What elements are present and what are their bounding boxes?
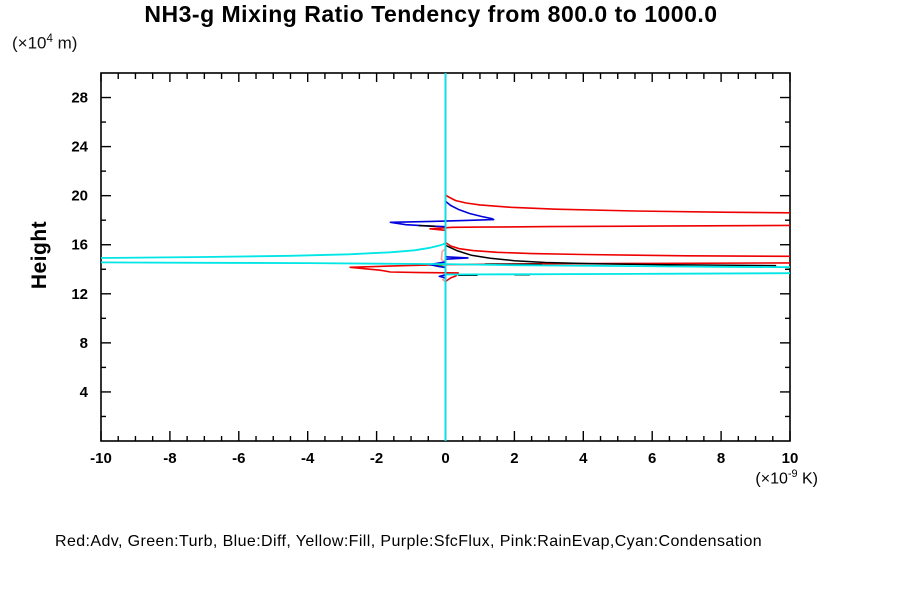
legend-text: Red:Adv, Green:Turb, Blue:Diff, Yellow:F… — [55, 533, 763, 550]
chart-title: NH3-g Mixing Ratio Tendency from 800.0 t… — [144, 1, 718, 27]
y-tick-label: 8 — [80, 335, 88, 352]
series-condensation — [100, 261, 791, 269]
series-diff — [389, 200, 495, 228]
x-tick-label: -10 — [90, 450, 112, 467]
x-tick-label: -6 — [232, 450, 245, 467]
y-tick-label: 12 — [71, 286, 88, 303]
y-tick-label: 24 — [71, 139, 88, 156]
y-unit-suffix: m) — [52, 33, 78, 53]
series-total — [445, 244, 777, 267]
x-tick-label: -4 — [301, 450, 315, 467]
series-diff — [438, 274, 446, 279]
series-condensation — [445, 272, 791, 276]
y-tick-label: 20 — [71, 188, 88, 205]
x-tick-label: 0 — [441, 450, 449, 467]
x-unit-suffix: K) — [797, 470, 818, 488]
x-tick-label: 6 — [648, 450, 656, 467]
series-condensation — [100, 242, 446, 259]
y-axis-unit: (×104 m) — [12, 33, 77, 54]
y-tick-label: 4 — [80, 384, 89, 401]
y-unit-prefix: (×10 — [12, 33, 47, 53]
series-rainevap — [440, 248, 447, 263]
x-tick-label: -8 — [163, 450, 176, 467]
series-adv — [429, 224, 791, 232]
x-tick-label: 10 — [782, 450, 799, 467]
y-tick-label: 28 — [71, 90, 88, 107]
y-tick-label: 16 — [71, 237, 88, 254]
series-diff — [445, 256, 469, 260]
x-tick-label: 8 — [717, 450, 725, 467]
series-adv — [445, 241, 791, 258]
series-total — [418, 224, 436, 228]
x-tick-label: -2 — [370, 450, 383, 467]
x-unit-prefix: (×10 — [755, 470, 788, 488]
x-unit-exponent: -9 — [787, 468, 798, 480]
x-tick-label: 2 — [510, 450, 518, 467]
x-axis-unit: (×10-9 K) — [618, 468, 818, 488]
series-adv — [445, 194, 791, 214]
y-unit-exponent: 4 — [46, 33, 53, 45]
x-tick-label: 4 — [579, 450, 588, 467]
